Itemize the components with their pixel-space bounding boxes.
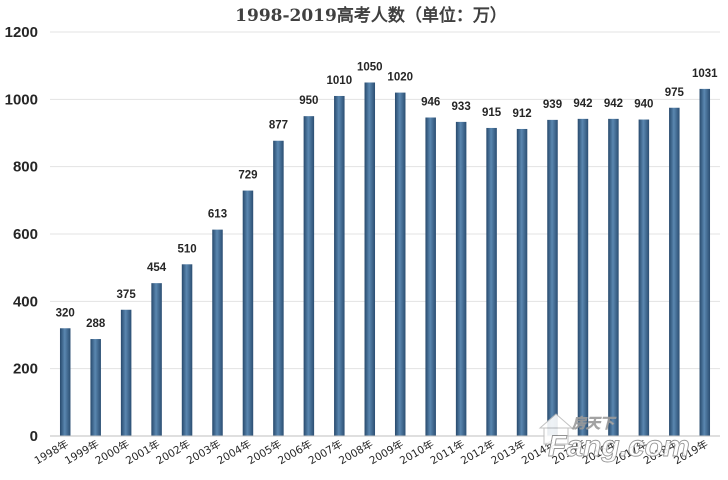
x-tick-label: 1999年 — [62, 437, 101, 467]
data-label: 510 — [177, 243, 196, 255]
bar — [638, 119, 650, 437]
bar — [699, 88, 711, 436]
data-label: 454 — [147, 262, 167, 274]
x-tick-label: 2013年 — [489, 437, 528, 467]
bar — [455, 121, 467, 436]
bar — [59, 328, 71, 436]
bar — [516, 128, 528, 436]
data-label: 1010 — [327, 75, 353, 87]
data-label: 942 — [573, 98, 592, 110]
data-label: 1050 — [357, 62, 383, 74]
x-tick-label: 2006年 — [276, 437, 315, 467]
data-label: 320 — [56, 307, 75, 319]
x-tick-label: 2011年 — [428, 437, 467, 467]
gridlines — [50, 31, 720, 370]
y-tick-label: 400 — [13, 293, 38, 310]
data-label: 1031 — [692, 68, 718, 80]
y-tick-label: 1000 — [5, 91, 38, 108]
data-label: 950 — [299, 95, 318, 107]
data-label: 613 — [208, 209, 227, 221]
bar — [120, 309, 132, 436]
data-label: 915 — [482, 107, 502, 119]
data-label: 975 — [665, 87, 685, 99]
bar — [425, 117, 436, 436]
data-labels: 320 288 375 454 510 613 729 877 950 1010 1050 1020 9… — [56, 62, 719, 331]
y-tick-label: 200 — [13, 361, 38, 378]
bar — [273, 140, 284, 436]
bar — [212, 229, 223, 436]
bar — [577, 118, 589, 437]
bar — [151, 283, 162, 436]
y-tick-label: 800 — [13, 159, 38, 176]
bar — [394, 92, 406, 436]
data-label: 939 — [543, 99, 562, 111]
bar — [334, 95, 345, 436]
y-tick-label: 0 — [30, 428, 38, 445]
bar — [486, 127, 497, 436]
x-tick-label: 2008年 — [337, 437, 376, 467]
data-label: 912 — [512, 108, 531, 120]
y-tick-label: 1200 — [5, 24, 38, 41]
watermark-logo-text: Fang.com — [548, 430, 690, 463]
bar — [608, 118, 619, 437]
x-tick-label: 2003年 — [184, 437, 223, 467]
data-label: 877 — [269, 120, 288, 132]
watermark: 房天下 Fang.com — [538, 413, 690, 463]
bar — [181, 264, 193, 436]
data-label: 375 — [117, 289, 137, 301]
bar — [364, 82, 376, 436]
data-label: 1020 — [387, 72, 413, 84]
x-tick-label: 2007年 — [306, 437, 345, 467]
x-tick-label: 2009年 — [367, 437, 406, 467]
data-label: 940 — [634, 99, 653, 111]
house-logo-icon — [538, 413, 574, 445]
data-label: 288 — [86, 318, 106, 330]
data-label: 942 — [604, 98, 623, 110]
y-tick-label: 600 — [13, 226, 38, 243]
x-tick-label: 2012年 — [458, 437, 497, 467]
x-tick-label: 2002年 — [154, 437, 193, 467]
chart-title: 1998-2019高考人数（单位：万） — [235, 5, 507, 26]
bar — [90, 339, 101, 436]
y-axis-ticks: 0 200 400 600 800 1000 1200 — [5, 24, 38, 445]
bar — [669, 107, 680, 436]
x-tick-label: 2004年 — [215, 437, 254, 467]
data-label: 729 — [238, 170, 257, 182]
bar — [242, 190, 254, 436]
x-tick-label: 2000年 — [93, 437, 132, 467]
data-label: 946 — [421, 97, 440, 109]
data-label: 933 — [452, 101, 471, 113]
x-tick-label: 2001年 — [123, 437, 162, 467]
x-tick-label: 2005年 — [245, 437, 284, 467]
bars — [59, 82, 711, 437]
bar — [547, 119, 558, 437]
x-tick-label: 2010年 — [397, 437, 436, 467]
bar — [303, 116, 315, 437]
watermark-brand: 房天下 — [571, 415, 617, 431]
